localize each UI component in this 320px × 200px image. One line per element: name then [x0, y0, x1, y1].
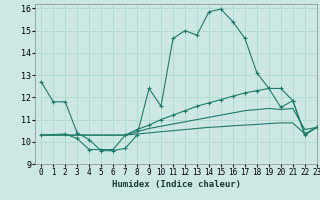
X-axis label: Humidex (Indice chaleur): Humidex (Indice chaleur)	[111, 180, 241, 189]
